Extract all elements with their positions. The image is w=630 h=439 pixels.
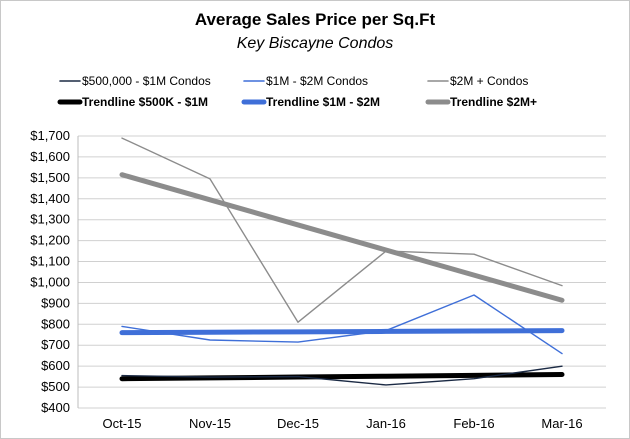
series-line-1 (121, 294, 563, 355)
legend-label: $1M - $2M Condos (266, 74, 368, 88)
y-tick-label: $1,300 (30, 212, 70, 227)
y-tick-label: $1,600 (30, 149, 70, 164)
y-tick-label: $1,700 (30, 128, 70, 143)
y-tick-label: $400 (41, 400, 70, 415)
y-tick-label: $500 (41, 379, 70, 394)
legend: $500,000 - $1M Condos $1M - $2M Condos $2M… (57, 74, 537, 109)
trendline-5 (119, 172, 565, 303)
series-line-0 (121, 365, 563, 386)
legend-label: $500,000 - $1M Condos (82, 74, 211, 88)
gridlines (77, 135, 606, 409)
trendline-4 (119, 328, 565, 336)
x-axis-ticks: Oct-15 Nov-15 Dec-15 Jan-16 Feb-16 Mar-16 (102, 416, 582, 431)
x-tick-label: Feb-16 (453, 416, 494, 431)
y-tick-label: $1,000 (30, 274, 70, 289)
y-tick-label: $1,200 (30, 233, 70, 248)
y-tick-label: $1,100 (30, 254, 70, 269)
legend-label: Trendline $500K - $1M (82, 95, 208, 109)
y-tick-label: $700 (41, 337, 70, 352)
x-tick-label: Dec-15 (277, 416, 319, 431)
legend-label: Trendline $2M+ (450, 95, 537, 109)
x-tick-label: Oct-15 (102, 416, 141, 431)
x-tick-label: Jan-16 (366, 416, 406, 431)
y-tick-label: $600 (41, 358, 70, 373)
chart-title: Average Sales Price per Sq.Ft (194, 10, 436, 29)
legend-label: Trendline $1M - $2M (266, 95, 380, 109)
x-tick-label: Nov-15 (189, 416, 231, 431)
chart-subtitle: Key Biscayne Condos (236, 35, 394, 52)
y-axis-ticks: $400 $500 $600 $700 $800 $900 $1,000 $1,100 $1,2… (30, 128, 70, 415)
x-tick-label: Mar-16 (541, 416, 582, 431)
y-tick-label: $800 (41, 316, 70, 331)
y-tick-label: $900 (41, 295, 70, 310)
series-line-2 (121, 137, 563, 323)
y-tick-label: $1,500 (30, 170, 70, 185)
legend-label: $2M + Condos (450, 74, 528, 88)
series-lines (119, 137, 565, 386)
y-tick-label: $1,400 (30, 191, 70, 206)
trendline-3 (119, 372, 565, 382)
